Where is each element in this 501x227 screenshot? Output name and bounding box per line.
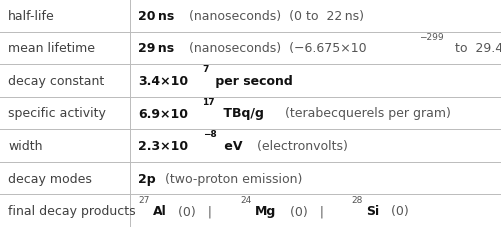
Text: 3.4×10: 3.4×10 [138,75,188,88]
Text: (terabecquerels per gram): (terabecquerels per gram) [277,107,450,120]
Text: 24: 24 [240,195,252,204]
Text: (nanoseconds)  (−6.675×10: (nanoseconds) (−6.675×10 [184,42,366,55]
Text: 27: 27 [138,195,149,204]
Text: 29 ns: 29 ns [138,42,174,55]
Text: 2.3×10: 2.3×10 [138,139,188,152]
Text: width: width [8,139,43,152]
Text: decay modes: decay modes [8,172,92,185]
Text: eV: eV [220,139,243,152]
Text: per second: per second [211,75,293,88]
Text: (two-proton emission): (two-proton emission) [161,172,302,185]
Text: to  29.4 ns): to 29.4 ns) [451,42,501,55]
Text: 20 ns: 20 ns [138,10,174,23]
Text: mean lifetime: mean lifetime [8,42,95,55]
Text: (0): (0) [383,204,409,217]
Text: final decay products: final decay products [8,204,136,217]
Text: (electronvolts): (electronvolts) [249,139,348,152]
Text: (0)   |: (0) | [282,204,336,217]
Text: 7: 7 [203,65,209,74]
Text: (0)   |: (0) | [170,204,224,217]
Text: 28: 28 [352,195,363,204]
Text: 2p: 2p [138,172,156,185]
Text: 17: 17 [202,97,215,106]
Text: 6.9×10: 6.9×10 [138,107,188,120]
Text: decay constant: decay constant [8,75,104,88]
Text: −299: −299 [419,33,443,42]
Text: −8: −8 [203,130,216,139]
Text: Al: Al [153,204,166,217]
Text: specific activity: specific activity [8,107,106,120]
Text: (nanoseconds)  (0 to  22 ns): (nanoseconds) (0 to 22 ns) [185,10,364,23]
Text: Si: Si [366,204,380,217]
Text: half-life: half-life [8,10,55,23]
Text: TBq/g: TBq/g [219,107,264,120]
Text: Mg: Mg [255,204,276,217]
